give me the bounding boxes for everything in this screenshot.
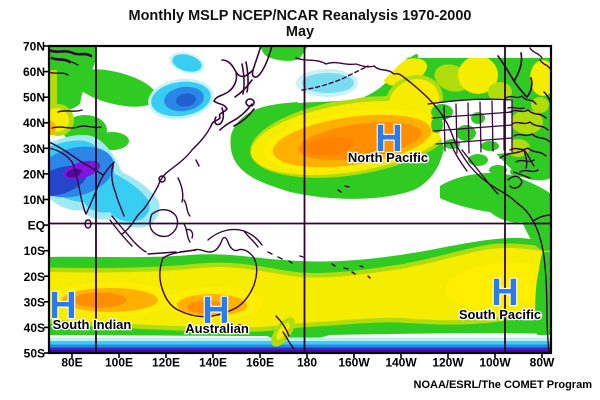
svg-text:10S: 10S bbox=[24, 244, 45, 258]
svg-text:50S: 50S bbox=[24, 347, 45, 361]
svg-text:10N: 10N bbox=[23, 193, 45, 207]
svg-text:H: H bbox=[491, 272, 518, 314]
svg-text:160W: 160W bbox=[338, 356, 370, 370]
svg-text:120E: 120E bbox=[152, 356, 180, 370]
svg-text:70N: 70N bbox=[23, 40, 45, 54]
svg-text:40N: 40N bbox=[23, 116, 45, 130]
svg-text:160E: 160E bbox=[246, 356, 274, 370]
svg-text:50N: 50N bbox=[23, 91, 45, 105]
svg-text:Monthly MSLP NCEP/NCAR Reanaly: Monthly MSLP NCEP/NCAR Reanalysis 1970-2… bbox=[128, 8, 471, 24]
svg-text:100E: 100E bbox=[105, 356, 133, 370]
svg-text:140W: 140W bbox=[385, 356, 417, 370]
svg-text:North Pacific: North Pacific bbox=[348, 150, 428, 165]
svg-text:180: 180 bbox=[297, 356, 317, 370]
svg-text:South Indian: South Indian bbox=[53, 317, 132, 332]
svg-text:H: H bbox=[49, 285, 76, 327]
svg-text:South Pacific: South Pacific bbox=[459, 307, 541, 322]
svg-text:60N: 60N bbox=[23, 65, 45, 79]
svg-text:80W: 80W bbox=[530, 356, 555, 370]
svg-text:140E: 140E bbox=[199, 356, 227, 370]
svg-text:100W: 100W bbox=[479, 356, 511, 370]
svg-text:20S: 20S bbox=[24, 270, 45, 284]
svg-text:May: May bbox=[286, 24, 314, 40]
svg-text:H: H bbox=[202, 290, 229, 332]
svg-text:120W: 120W bbox=[432, 356, 464, 370]
svg-text:30N: 30N bbox=[23, 142, 45, 156]
svg-text:40S: 40S bbox=[24, 321, 45, 335]
svg-text:NOAA/ESRL/The COMET Program: NOAA/ESRL/The COMET Program bbox=[414, 379, 593, 391]
svg-text:80E: 80E bbox=[61, 356, 82, 370]
svg-text:30S: 30S bbox=[24, 295, 45, 309]
svg-text:20N: 20N bbox=[23, 167, 45, 181]
svg-text:EQ: EQ bbox=[28, 219, 45, 233]
svg-text:Australian: Australian bbox=[185, 321, 249, 336]
svg-text:H: H bbox=[375, 118, 402, 160]
